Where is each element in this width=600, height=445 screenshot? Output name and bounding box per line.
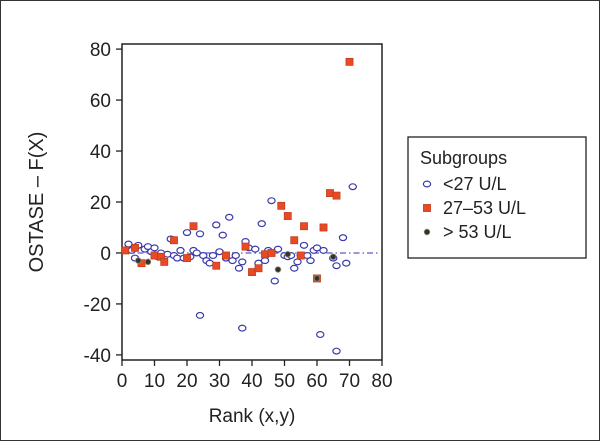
y-tick-label: -40 xyxy=(84,346,111,367)
data-point xyxy=(241,242,250,251)
x-tick-label: 0 xyxy=(117,371,128,392)
plot-area xyxy=(121,43,383,361)
x-tick-label: 20 xyxy=(176,371,197,392)
data-point xyxy=(284,251,291,258)
data-point xyxy=(189,222,198,231)
y-axis-label: OSTASE – F(X) xyxy=(26,132,48,273)
data-point xyxy=(195,311,205,319)
data-points xyxy=(121,57,357,355)
data-point xyxy=(215,248,224,256)
x-tick-label: 40 xyxy=(241,371,262,392)
data-point xyxy=(182,229,192,237)
data-point xyxy=(261,250,269,259)
data-point xyxy=(205,259,214,267)
data-point xyxy=(330,253,337,260)
data-point xyxy=(296,251,305,260)
y-tick-label: 40 xyxy=(90,142,111,163)
data-point xyxy=(290,236,299,245)
legend-label: > 53 U/L xyxy=(443,222,512,242)
data-point xyxy=(270,277,279,285)
data-point xyxy=(124,240,133,248)
data-point xyxy=(332,347,341,355)
data-point xyxy=(319,246,328,254)
data-point xyxy=(316,331,325,339)
data-point xyxy=(150,244,159,252)
data-point xyxy=(326,189,334,197)
data-point xyxy=(234,264,244,272)
x-tick-label: 10 xyxy=(144,371,165,392)
data-point xyxy=(208,252,218,260)
data-point xyxy=(283,212,292,220)
x-tick-label: 30 xyxy=(209,371,230,392)
data-point xyxy=(238,258,247,266)
legend-title: Subgroups xyxy=(420,148,507,168)
data-point xyxy=(150,251,159,260)
y-tick-label: 80 xyxy=(90,40,111,61)
data-point xyxy=(254,264,263,273)
data-point xyxy=(257,220,266,228)
data-point xyxy=(248,268,256,276)
data-point xyxy=(251,245,260,253)
data-point xyxy=(290,264,299,272)
y-tick-label: 60 xyxy=(90,91,111,112)
legend-marker xyxy=(422,180,432,188)
data-point xyxy=(306,257,315,265)
data-point xyxy=(144,258,152,266)
data-point xyxy=(277,201,286,210)
data-point xyxy=(260,257,270,265)
x-tick-label: 60 xyxy=(306,371,327,392)
data-point xyxy=(319,223,328,232)
data-point xyxy=(160,257,169,266)
data-point xyxy=(300,222,308,231)
data-point xyxy=(332,191,341,200)
data-point xyxy=(183,254,191,262)
legend-label: 27–53 U/L xyxy=(443,198,526,218)
data-point xyxy=(313,275,321,282)
legend-marker xyxy=(423,228,431,236)
x-tick-label: 80 xyxy=(371,371,392,392)
y-tick-label: -20 xyxy=(84,295,111,316)
data-point xyxy=(342,259,351,267)
data-point xyxy=(348,183,357,191)
data-point xyxy=(267,197,276,205)
legend-items: <27 U/L 27–53 U/L > 53 U/L xyxy=(422,174,526,242)
x-axis-label: Rank (x,y) xyxy=(209,406,296,427)
data-point xyxy=(273,245,283,253)
data-point xyxy=(238,324,247,332)
data-point xyxy=(212,221,221,229)
x-tick-label: 50 xyxy=(274,371,295,392)
data-point xyxy=(218,231,227,239)
data-point xyxy=(212,261,221,270)
data-point xyxy=(222,251,230,260)
data-point xyxy=(195,230,205,238)
data-point xyxy=(121,246,130,255)
data-point xyxy=(176,246,185,254)
data-point xyxy=(267,249,276,257)
data-point xyxy=(231,252,240,260)
data-point xyxy=(135,257,142,264)
y-tick-label: 0 xyxy=(100,244,111,265)
data-point xyxy=(345,57,354,66)
x-tick-label: 70 xyxy=(339,371,360,392)
data-point xyxy=(274,266,282,273)
data-point xyxy=(293,258,302,266)
data-point xyxy=(131,243,139,252)
data-point xyxy=(332,262,341,270)
data-point xyxy=(170,236,178,245)
data-point xyxy=(338,234,348,242)
legend-marker xyxy=(423,204,431,212)
data-point xyxy=(225,213,234,221)
legend: Subgroups <27 U/L 27–53 U/L > 53 U/L xyxy=(407,136,587,259)
x-axis: 0 10 20 30 40 50 60 70 80 xyxy=(117,360,393,392)
y-axis: 80 60 40 20 0 -20 -40 xyxy=(84,40,122,367)
legend-box xyxy=(407,136,587,259)
legend-label: <27 U/L xyxy=(443,174,507,194)
y-tick-label: 20 xyxy=(90,193,111,214)
data-point xyxy=(299,241,309,249)
